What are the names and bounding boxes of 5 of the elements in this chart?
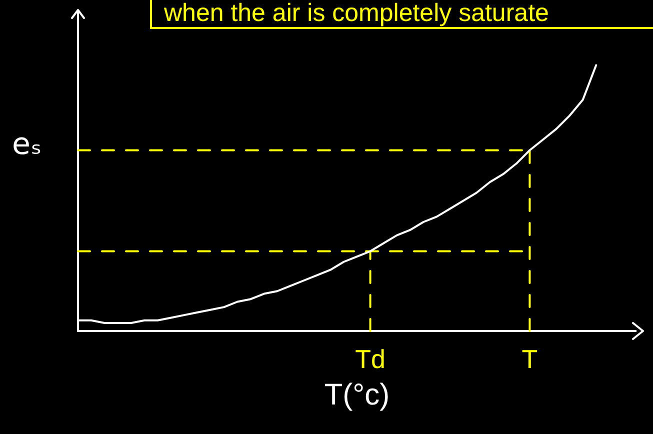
x-tick-label: Td xyxy=(355,344,386,374)
y-axis-title: eₛ xyxy=(12,126,42,162)
x-tick-label: T xyxy=(522,344,538,374)
x-axis-title: T(°c) xyxy=(324,378,390,412)
chart-title: when the air is completely saturate xyxy=(150,0,653,29)
